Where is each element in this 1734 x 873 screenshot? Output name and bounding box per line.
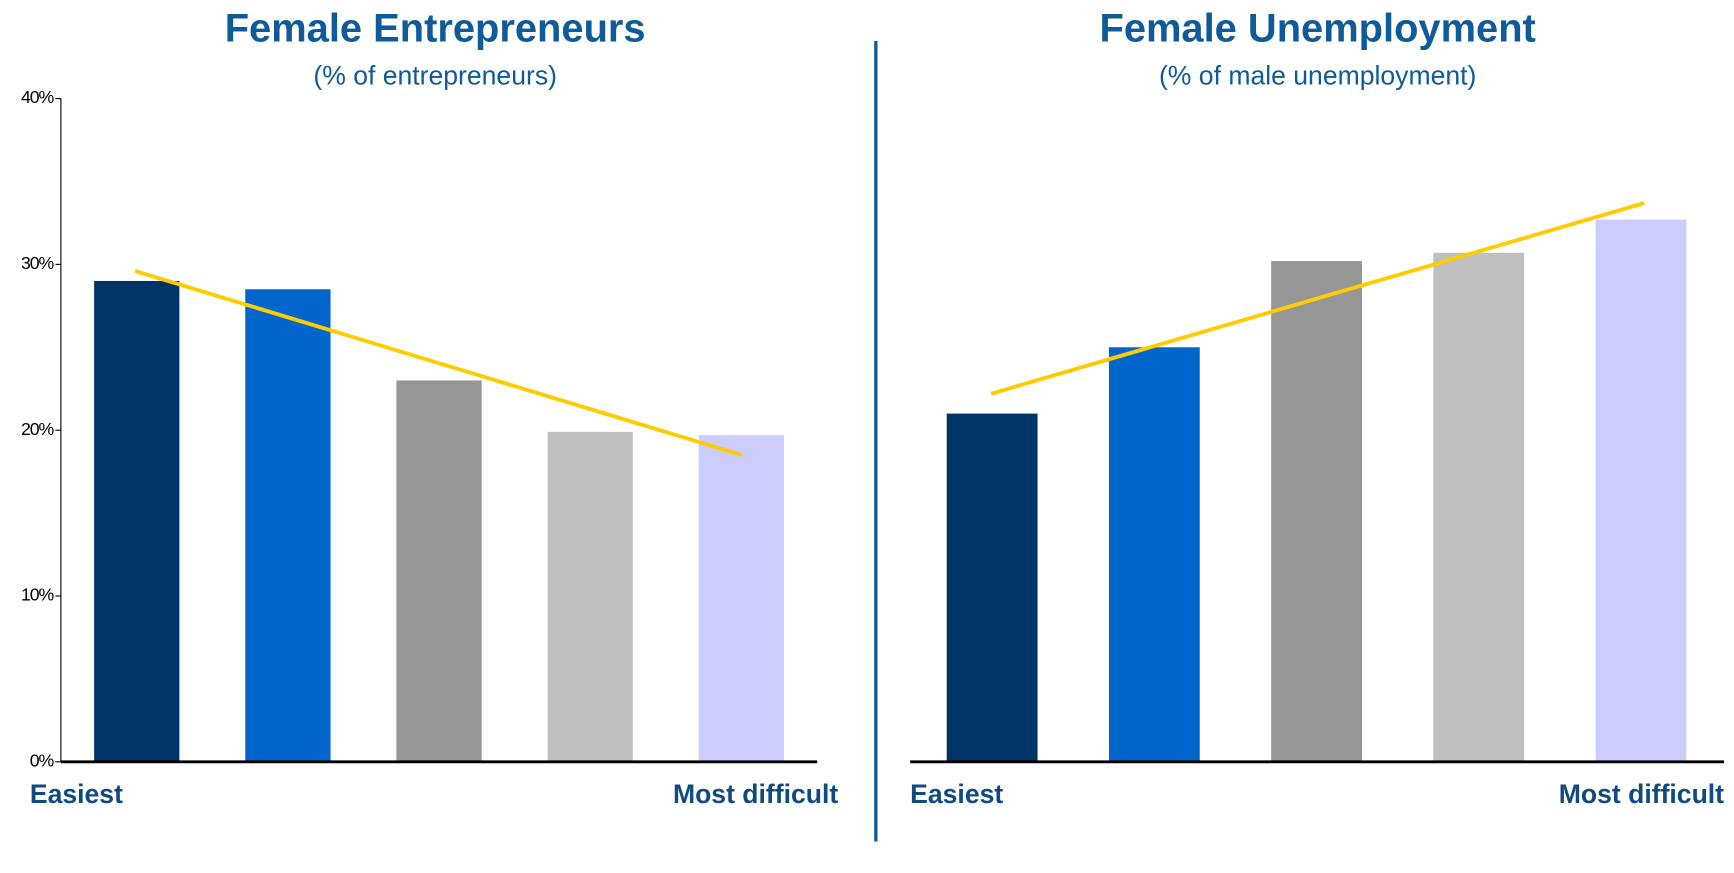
bar [1433, 252, 1525, 762]
chart-subtitle: (% of entrepreneurs) [313, 61, 557, 91]
bar [1595, 219, 1687, 762]
trend-line [134, 269, 743, 457]
chart-subtitle: (% of male unemployment) [1159, 61, 1476, 91]
y-tick-label: 20% [21, 419, 54, 439]
y-tick-label: 40% [21, 87, 54, 107]
y-tick-label: 30% [21, 253, 54, 273]
chart-title: Female Entrepreneurs [225, 7, 646, 51]
bar [1271, 261, 1362, 762]
trend-line [990, 201, 1645, 396]
bar [946, 413, 1038, 762]
bar [94, 280, 180, 762]
x-label-start: Easiest [910, 779, 1003, 809]
x-label-end: Most difficult [673, 779, 838, 809]
x-label-start: Easiest [30, 779, 123, 809]
bar [698, 435, 784, 762]
bar [245, 289, 331, 762]
chart-title: Female Unemployment [1099, 7, 1535, 51]
y-tick-label: 0% [30, 750, 55, 770]
bar [1108, 347, 1200, 762]
bar [547, 431, 633, 762]
y-tick-label: 10% [21, 585, 54, 605]
x-label-end: Most difficult [1559, 779, 1724, 809]
bar [396, 380, 482, 762]
